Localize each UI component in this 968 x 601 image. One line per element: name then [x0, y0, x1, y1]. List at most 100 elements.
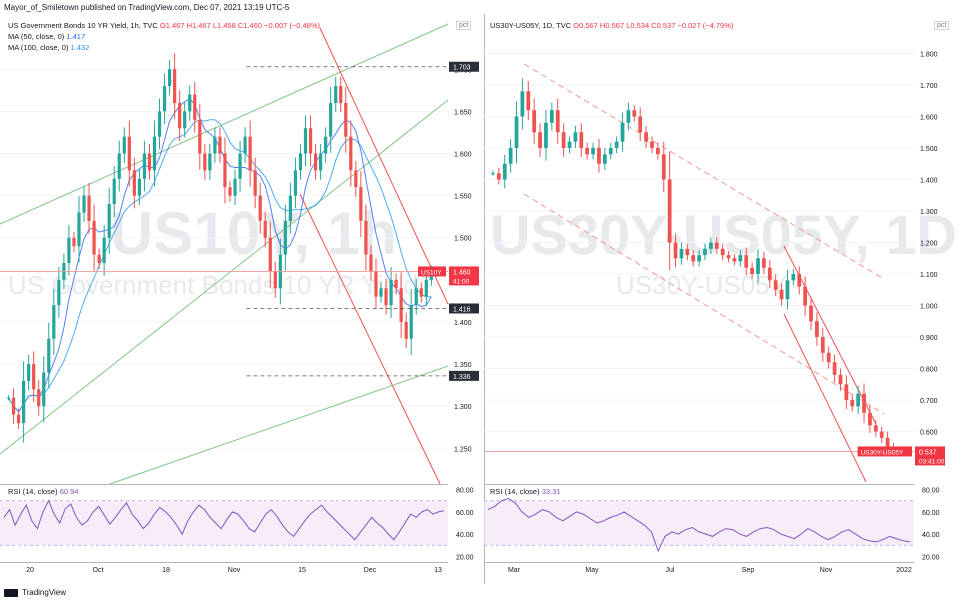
right-rsi-chart[interactable]: 80.00 60.00 40.00 20.00	[484, 484, 968, 562]
left-candle-body	[404, 321, 408, 339]
right-candle-body	[555, 110, 560, 133]
right-time-axis[interactable]: Mar May Jul Sep Nov 2022	[484, 562, 968, 578]
left-price-tag	[449, 266, 479, 286]
left-price-tag-text: 1.416	[453, 306, 471, 313]
left-price-tag	[449, 303, 479, 314]
right-candle-body	[844, 384, 849, 401]
right-candle-body	[767, 267, 772, 281]
right-candle-body	[820, 337, 825, 353]
left-candle-body	[324, 136, 328, 154]
right-candle-body	[832, 362, 837, 375]
left-candle-body	[258, 195, 262, 221]
left-rsi-y-tick: 80.00	[456, 488, 474, 495]
right-xaxis-tick: Jul	[666, 567, 675, 574]
left-symbol-tag-text: US10Y	[421, 269, 442, 276]
right-candle-body	[520, 91, 525, 117]
left-candle-body	[22, 380, 26, 424]
right-candle-body	[614, 141, 619, 148]
right-xaxis-tick: Nov	[820, 567, 833, 574]
panel-divider	[484, 14, 485, 584]
left-candle-body	[102, 237, 106, 263]
right-candle-body	[655, 147, 660, 155]
left-candle-body	[243, 136, 247, 154]
right-rsi-y-tick: 20.00	[922, 554, 940, 561]
left-candle-body	[424, 279, 428, 297]
left-rsi-y-tick: 40.00	[456, 532, 474, 539]
left-candle-body	[167, 69, 172, 87]
ma50-legend[interactable]: MA (50, close, 0) 1.417	[8, 32, 85, 41]
right-candle-body	[608, 147, 613, 155]
right-candle-body	[732, 258, 737, 262]
left-candle-body	[52, 305, 56, 339]
right-candle-body	[744, 255, 749, 268]
left-candle-body	[178, 102, 182, 129]
right-candle-body	[703, 248, 707, 256]
right-ohlc: O0.567 H0.567 L0.534 C0.537 −0.027 (−4.7…	[573, 21, 734, 30]
left-candle-body	[273, 271, 277, 289]
left-candle-body	[334, 86, 338, 103]
right-y-tick: 0.600	[920, 430, 938, 437]
right-candle-body	[591, 147, 595, 155]
right-candle-body	[685, 248, 690, 256]
left-rsi-chart[interactable]: 80.00 60.00 40.00 20.00	[0, 484, 484, 562]
right-candle-body	[838, 374, 843, 385]
right-xaxis-tick: Sep	[742, 567, 755, 574]
right-rsi-label: RSI (14, close)	[490, 487, 540, 496]
right-candle-body	[567, 141, 572, 148]
left-price-tag-text: 1.336	[453, 374, 471, 381]
left-candle-body	[107, 204, 111, 238]
left-candle-body	[137, 178, 142, 196]
right-candle-body	[597, 147, 601, 164]
left-candle-body	[339, 86, 343, 103]
left-y-tick: 1.350	[454, 362, 472, 369]
right-symbol-title: US30Y-US05Y, 1D, TVC	[490, 21, 572, 30]
left-candle-body	[318, 153, 323, 171]
right-y-tick: 1.400	[920, 177, 938, 184]
left-rsi-y-tick: 20.00	[456, 554, 474, 561]
left-price-tag-text: 1.703	[453, 65, 471, 72]
right-candle-body	[785, 280, 790, 300]
left-candle-body	[117, 153, 121, 179]
left-rsi-title: RSI (14, close) 60.94	[8, 487, 78, 496]
left-candle-body	[283, 220, 287, 255]
left-candle-body	[293, 170, 298, 196]
left-candle-body	[57, 279, 61, 306]
left-candle-body	[288, 195, 293, 221]
right-y-tick: 0.800	[920, 367, 938, 374]
right-price-tag	[915, 446, 945, 466]
left-candle-body	[298, 153, 303, 171]
right-watermark-symbol: US30Y-US05Y, 1D	[490, 203, 957, 266]
left-time-axis[interactable]: 20 Oct 18 Nov 15 Dec 13	[0, 562, 484, 578]
right-candle-body	[762, 258, 766, 268]
right-symbol-tag	[857, 446, 912, 457]
left-candle-body	[364, 220, 368, 255]
right-candle-body	[638, 116, 643, 133]
right-candle-body	[579, 132, 584, 148]
right-y-tick: 1.800	[920, 51, 938, 58]
left-xaxis-tick: 15	[298, 567, 306, 574]
right-y-tick: 0.700	[920, 398, 938, 405]
right-candle-body	[491, 173, 495, 175]
left-candle-body	[369, 254, 373, 272]
left-price-chart[interactable]: US10Y, 1h US Government Bonds 10 YR Yiel…	[0, 14, 484, 484]
right-candle-body	[797, 274, 802, 287]
left-candle-body	[399, 288, 403, 322]
left-candle-body	[173, 69, 177, 103]
left-y-tick: 1.300	[454, 404, 472, 411]
right-candle-body	[750, 267, 755, 275]
right-price-chart[interactable]: US30Y-US05Y, 1D US30Y-US05Y 1.800 1.700 1.…	[484, 14, 968, 484]
left-candle-body	[308, 128, 313, 154]
left-downtrend-lower	[299, 193, 441, 484]
right-candle-body	[620, 122, 625, 142]
left-candle-body	[354, 170, 358, 188]
left-ohlc: O1.467 H1.467 L1.458 C1.460 −0.007 (−0.4…	[159, 21, 321, 30]
ma100-legend[interactable]: MA (100, close, 0) 1.432	[8, 43, 89, 52]
left-price-tag	[449, 370, 479, 381]
right-candle-body	[862, 393, 866, 413]
left-candle-body	[233, 178, 237, 196]
right-y-tick: 1.100	[920, 272, 938, 279]
right-candle-body	[585, 147, 590, 155]
tradingview-footer[interactable]: TradingView	[4, 588, 66, 597]
right-candle-body	[573, 132, 578, 142]
left-candle-body	[313, 153, 318, 171]
